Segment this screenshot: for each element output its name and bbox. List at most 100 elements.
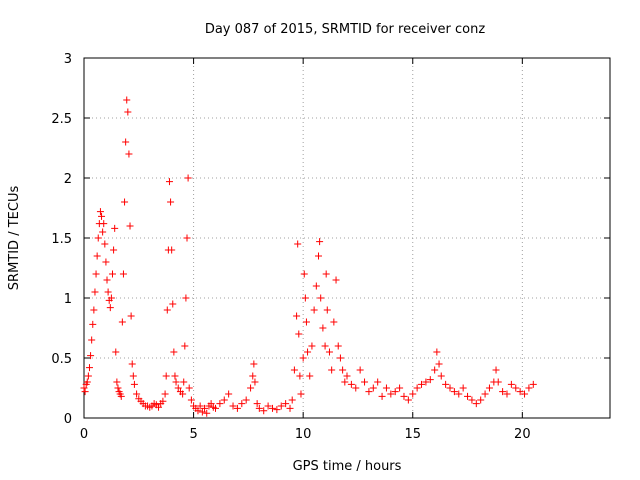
data-point: [113, 378, 121, 386]
data-point: [98, 212, 106, 220]
data-point: [129, 372, 137, 380]
data-point: [499, 388, 507, 396]
data-point: [184, 174, 192, 182]
x-tick-label: 15: [404, 427, 421, 442]
data-point: [512, 384, 520, 392]
data-point: [516, 388, 524, 396]
x-axis-label: GPS time / hours: [293, 459, 402, 474]
data-point: [374, 378, 382, 386]
data-point: [87, 352, 95, 360]
data-point: [525, 384, 533, 392]
data-point: [477, 396, 485, 404]
data-point: [187, 396, 195, 404]
data-point: [336, 354, 344, 362]
data-point: [437, 372, 445, 380]
x-tick-label: 20: [514, 427, 531, 442]
data-point: [159, 397, 167, 405]
data-point: [93, 252, 101, 260]
data-point: [282, 400, 290, 408]
data-point: [418, 380, 426, 388]
data-point: [328, 366, 336, 374]
data-point: [123, 96, 131, 104]
axis-ticks: 0 5 10 15 20 0 0.5 1 1.5 2 2.5 3: [51, 52, 610, 442]
y-tick-label: 0: [64, 412, 72, 427]
data-point: [302, 318, 310, 326]
data-point: [316, 238, 324, 246]
grid-lines: [84, 58, 610, 418]
data-point: [260, 407, 268, 415]
data-point: [180, 378, 188, 386]
data-point: [387, 390, 395, 398]
data-point: [378, 392, 386, 400]
data-point: [225, 390, 233, 398]
data-point: [96, 208, 104, 216]
data-point: [118, 318, 126, 326]
data-point: [503, 390, 511, 398]
data-point: [294, 240, 302, 248]
data-point: [301, 294, 309, 302]
data-point: [106, 304, 114, 312]
data-point: [277, 402, 285, 410]
data-point: [352, 384, 360, 392]
data-point: [99, 228, 107, 236]
data-point: [119, 270, 127, 278]
data-point: [85, 364, 93, 372]
data-point: [391, 388, 399, 396]
data-point: [400, 392, 408, 400]
data-point: [102, 258, 110, 266]
data-point: [250, 360, 258, 368]
y-tick-label: 0.5: [51, 352, 72, 367]
data-point: [128, 360, 136, 368]
data-point: [251, 378, 259, 386]
data-point: [207, 400, 215, 408]
data-point: [264, 402, 272, 410]
data-point: [162, 372, 170, 380]
data-point: [322, 270, 330, 278]
data-point: [88, 336, 96, 344]
data-point: [229, 402, 237, 410]
data-point: [170, 348, 178, 356]
y-tick-label: 3: [64, 52, 72, 67]
y-axis-label: SRMTID / TECUs: [7, 186, 22, 291]
data-point: [216, 400, 224, 408]
data-point: [492, 366, 500, 374]
data-point: [459, 384, 467, 392]
data-point: [521, 390, 529, 398]
data-point: [126, 222, 134, 230]
data-point: [163, 306, 171, 314]
data-point: [83, 378, 91, 386]
data-point: [89, 320, 97, 328]
data-point: [165, 178, 173, 186]
data-point: [286, 404, 294, 412]
data-point: [185, 384, 193, 392]
data-point: [122, 138, 130, 146]
data-point: [168, 246, 176, 254]
data-point: [169, 300, 177, 308]
data-point: [104, 288, 112, 296]
data-point: [450, 388, 458, 396]
data-point: [409, 390, 417, 398]
data-point: [108, 270, 116, 278]
data-point: [321, 342, 329, 350]
data-point: [198, 408, 206, 416]
data-point: [249, 372, 257, 380]
data-point: [413, 384, 421, 392]
data-point: [529, 380, 537, 388]
data-point: [103, 276, 111, 284]
data-point: [299, 354, 307, 362]
data-point: [347, 380, 355, 388]
data-point: [114, 384, 122, 392]
data-point: [212, 404, 219, 412]
data-point: [94, 234, 102, 242]
data-point: [182, 294, 190, 302]
data-point: [296, 372, 304, 380]
data-points: [80, 96, 537, 417]
data-point: [268, 404, 276, 412]
data-point: [312, 282, 320, 290]
data-point: [295, 330, 303, 338]
data-point: [332, 276, 340, 284]
data-point: [130, 380, 138, 388]
x-tick-label: 5: [189, 427, 197, 442]
data-point: [317, 294, 325, 302]
data-point: [196, 402, 204, 410]
